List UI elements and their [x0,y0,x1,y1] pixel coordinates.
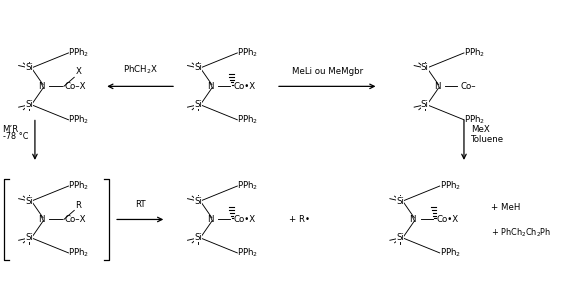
Text: Si: Si [421,63,429,72]
Text: X: X [76,67,81,76]
Text: Si: Si [25,63,33,72]
Text: + R•: + R• [289,215,310,224]
Text: Co•X: Co•X [436,215,458,224]
Text: PPh$_2$: PPh$_2$ [237,247,259,259]
Text: N: N [207,82,214,91]
Text: N: N [434,82,440,91]
Text: PPh$_2$: PPh$_2$ [69,180,89,192]
Text: Si: Si [194,100,202,109]
Text: PPh$_2$: PPh$_2$ [464,114,485,126]
Text: + MeH: + MeH [491,203,521,212]
Text: Co•X: Co•X [234,215,256,224]
Text: Si: Si [25,196,33,206]
Text: PPh$_2$: PPh$_2$ [237,180,259,192]
Text: Si: Si [194,233,202,242]
Text: Co–X: Co–X [65,215,87,224]
Text: PPh$_2$: PPh$_2$ [69,47,89,59]
Text: R: R [76,200,81,210]
Text: M’R: M’R [2,125,19,134]
Text: Si: Si [421,100,429,109]
Text: PPh$_2$: PPh$_2$ [440,180,461,192]
Text: PPh$_2$: PPh$_2$ [237,114,259,126]
Text: PPh$_2$: PPh$_2$ [237,47,259,59]
Text: Co–X: Co–X [65,82,87,91]
Text: N: N [38,215,45,224]
Text: -78 °C: -78 °C [2,132,28,141]
Text: PPh$_2$: PPh$_2$ [69,247,89,259]
Text: MeLi ou MeMgbr: MeLi ou MeMgbr [292,67,363,76]
Text: Si: Si [25,100,33,109]
Text: PPh$_2$: PPh$_2$ [440,247,461,259]
Text: N: N [410,215,416,224]
Text: Si: Si [396,196,404,206]
Text: N: N [207,215,214,224]
Text: + PhCh$_2$Ch$_2$Ph: + PhCh$_2$Ch$_2$Ph [491,227,551,239]
Text: Si: Si [194,63,202,72]
Text: PPh$_2$: PPh$_2$ [69,114,89,126]
Text: PhCH$_2$X: PhCH$_2$X [123,63,157,76]
Text: Co•X: Co•X [234,82,256,91]
Text: Si: Si [396,233,404,242]
Text: Si: Si [25,233,33,242]
Text: MeX
Toluene: MeX Toluene [472,125,505,144]
Text: PPh$_2$: PPh$_2$ [464,47,485,59]
Text: Co–: Co– [461,82,476,91]
Text: N: N [38,82,45,91]
Text: RT: RT [135,200,145,209]
Text: Si: Si [194,196,202,206]
